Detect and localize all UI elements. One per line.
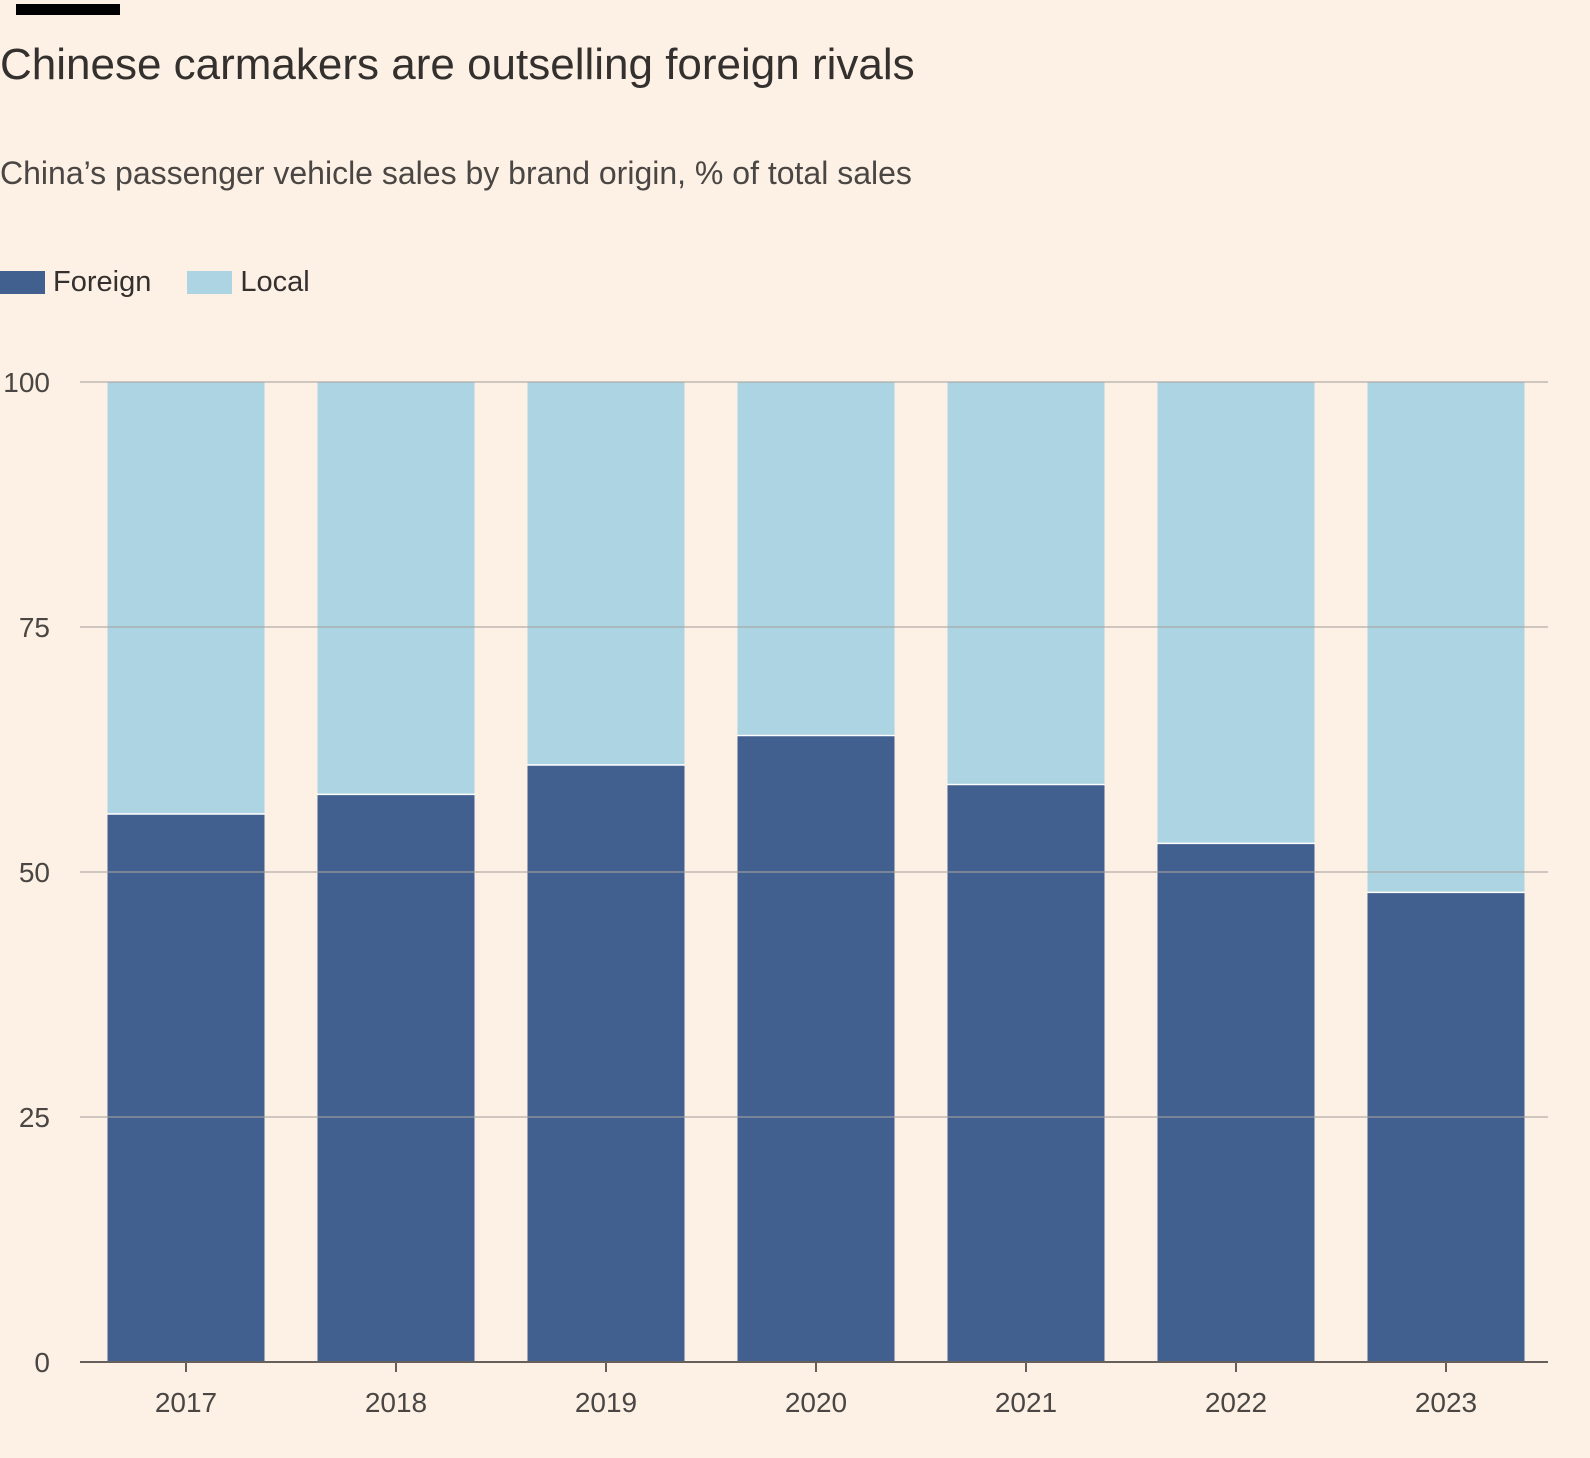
legend-item-local: Local [187,266,310,299]
chart-title: Chinese carmakers are outselling foreign… [0,40,915,89]
bar-local-2022 [1157,382,1315,843]
legend-swatch-foreign [0,271,45,294]
bar-local-2021 [947,382,1105,784]
legend-swatch-local [187,271,233,294]
bar-foreign-2018 [317,793,475,1362]
x-tick-label-2017: 2017 [155,1387,217,1418]
bar-local-2023 [1367,382,1525,892]
bar-foreign-2020 [737,734,895,1362]
bar-foreign-2023 [1367,891,1525,1362]
bar-local-2018 [317,382,475,794]
x-tick-label-2019: 2019 [575,1387,637,1418]
y-tick-label-25: 25 [19,1102,50,1133]
legend-label-local: Local [240,266,310,298]
x-tick-label-2020: 2020 [785,1387,847,1418]
bar-foreign-2017 [107,813,265,1362]
chart-subtitle: China’s passenger vehicle sales by brand… [0,155,912,191]
bar-foreign-2019 [527,764,685,1362]
y-tick-label-50: 50 [19,857,50,888]
x-tick-label-2018: 2018 [365,1387,427,1418]
legend-label-foreign: Foreign [53,266,152,298]
y-tick-label-100: 100 [3,367,50,398]
x-tick-label-2021: 2021 [995,1387,1057,1418]
bar-foreign-2022 [1157,842,1315,1362]
bar-foreign-2021 [947,783,1105,1362]
x-tick-label-2023: 2023 [1415,1387,1477,1418]
bar-local-2020 [737,382,895,735]
y-tick-label-75: 75 [19,612,50,643]
y-tick-label-0: 0 [34,1347,50,1378]
bar-local-2017 [107,382,265,814]
top-accent-bar [16,4,120,15]
legend: Foreign Local [0,266,346,299]
bar-local-2019 [527,382,685,765]
x-tick-label-2022: 2022 [1205,1387,1267,1418]
legend-item-foreign: Foreign [0,266,151,299]
